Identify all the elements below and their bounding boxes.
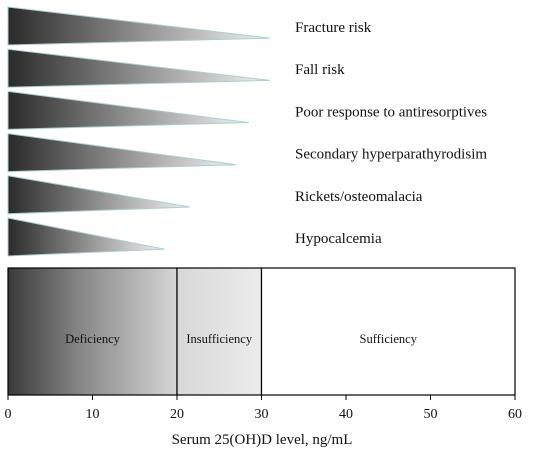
x-axis: 0 10 20 30 40 50 60 [5,395,522,422]
x-tick-label: 40 [339,407,353,422]
risk-wedge [7,133,237,173]
risk-wedges: Fracture risk Fall risk Poor response to a… [7,6,487,257]
risk-wedge [7,217,165,257]
risk-label: Rickets/osteomalacia [295,189,423,205]
risk-wedge [7,6,271,46]
x-axis-title: Serum 25(OH)D level, ng/mL [172,432,353,448]
x-tick-label: 50 [424,407,438,422]
x-tick-label: 30 [255,407,269,422]
x-tick-label: 20 [170,407,184,422]
risk-wedge [7,48,271,88]
zone-insufficiency [176,267,263,396]
x-tick-label: 10 [86,407,100,422]
zone-label-deficiency: Deficiency [65,332,121,346]
risk-label: Fall risk [295,62,345,78]
zone-deficiency [7,267,178,396]
risk-label: Hypocalcemia [295,231,382,247]
risk-label: Fracture risk [295,20,372,36]
status-bar: Deficiency Insufficiency Sufficiency [7,267,516,396]
risk-label: Secondary hyperparathyrodisim [295,147,487,163]
zone-label-sufficiency: Sufficiency [360,332,418,346]
x-tick-label: 0 [5,407,12,422]
risk-wedge [7,175,190,215]
zone-label-insufficiency: Insufficiency [186,332,252,346]
zone-sufficiency [260,267,516,396]
risk-wedge [7,90,249,130]
x-tick-label: 60 [508,407,522,422]
risk-label: Poor response to antiresorptives [295,104,487,120]
